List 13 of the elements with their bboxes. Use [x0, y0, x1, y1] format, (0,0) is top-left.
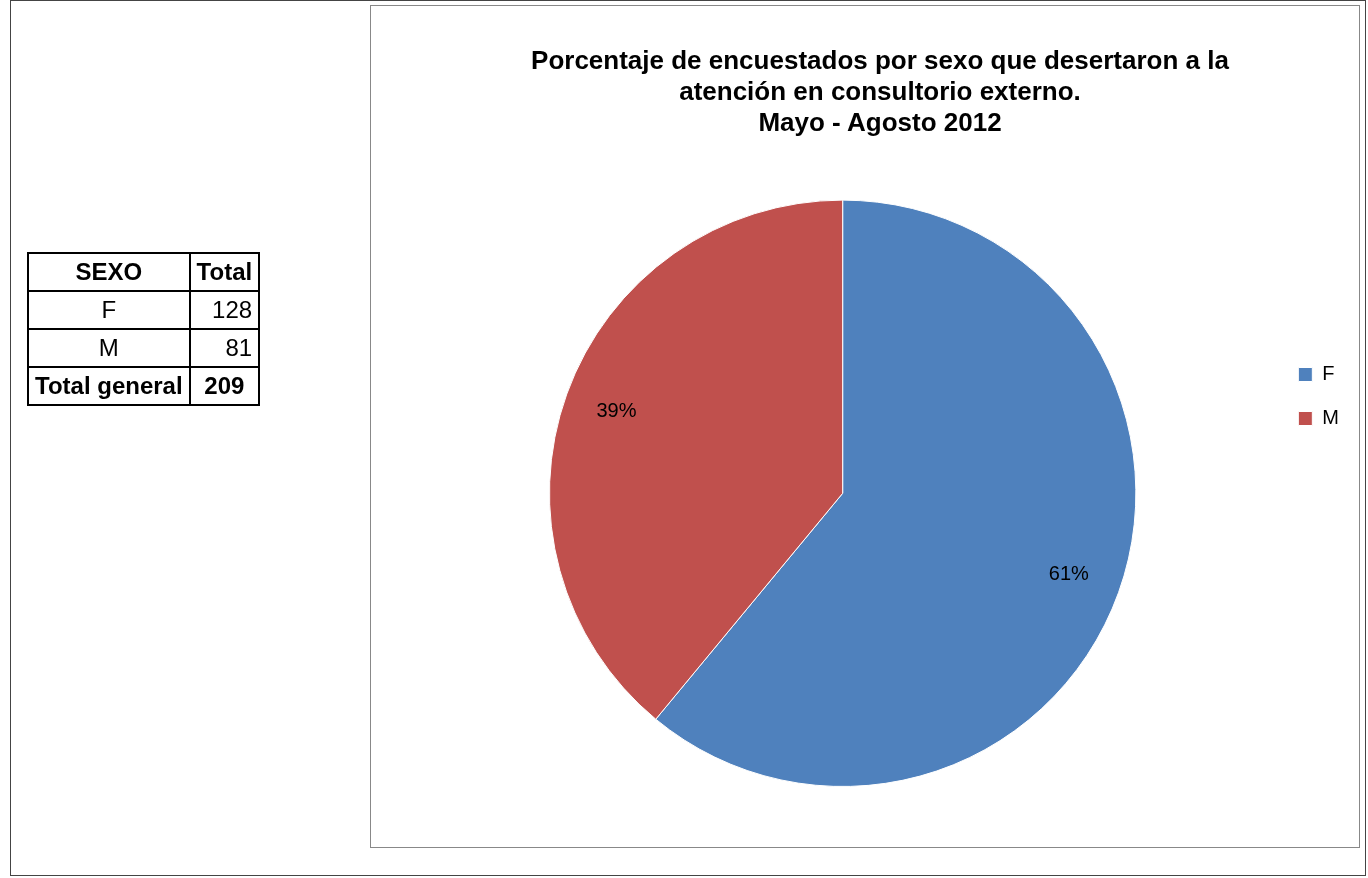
- text: M: [28, 329, 190, 367]
- text: 81: [189, 329, 260, 367]
- data-label: 61%: [1048, 562, 1090, 585]
- legend-label: M: [1322, 406, 1340, 429]
- text: SEXO: [28, 253, 190, 291]
- text: Total: [189, 253, 260, 291]
- text: 128: [189, 291, 260, 329]
- chart-title: Porcentaje de encuestados por sexo que desertaron a la atención en consultorio externo. Mayo - Agosto 2012: [531, 44, 1230, 138]
- text: F: [28, 291, 190, 329]
- data-label: 39%: [596, 399, 637, 422]
- text: 209: [189, 367, 260, 405]
- text: Total general: [28, 367, 190, 405]
- legend-label: F: [1322, 362, 1335, 385]
